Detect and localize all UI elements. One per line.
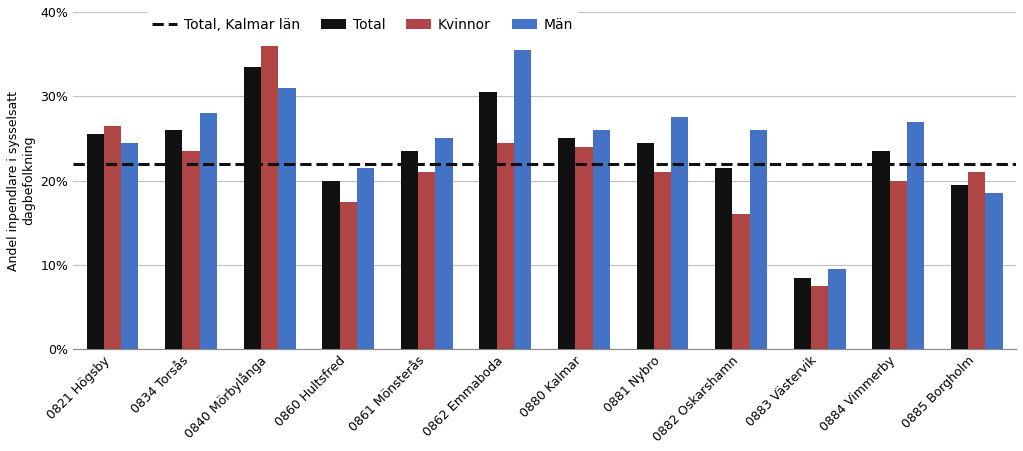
Bar bbox=[829, 269, 846, 349]
Y-axis label: Andel inpendlare i sysselsatt
dagbefolkning: Andel inpendlare i sysselsatt dagbefolkn… bbox=[7, 91, 35, 271]
Bar bbox=[199, 113, 217, 349]
Bar bbox=[558, 138, 575, 349]
Bar bbox=[636, 143, 654, 349]
Total, Kalmar län bbox=[106, 161, 119, 166]
Bar bbox=[104, 126, 121, 349]
Bar bbox=[715, 168, 732, 349]
Bar bbox=[985, 193, 1003, 349]
Bar bbox=[278, 88, 296, 349]
Bar bbox=[732, 214, 750, 349]
Legend: Total, Kalmar län, Total, Kvinnor, Män: Total, Kalmar län, Total, Kvinnor, Män bbox=[146, 12, 579, 37]
Bar bbox=[121, 143, 138, 349]
Bar bbox=[322, 180, 340, 349]
Bar bbox=[968, 172, 985, 349]
Bar bbox=[401, 151, 418, 349]
Bar bbox=[182, 151, 199, 349]
Bar bbox=[794, 277, 811, 349]
Bar bbox=[873, 151, 890, 349]
Bar bbox=[480, 92, 497, 349]
Bar bbox=[671, 117, 688, 349]
Bar bbox=[890, 180, 906, 349]
Bar bbox=[243, 67, 261, 349]
Bar bbox=[87, 134, 104, 349]
Bar bbox=[357, 168, 374, 349]
Bar bbox=[261, 46, 278, 349]
Total, Kalmar län bbox=[185, 161, 197, 166]
Bar bbox=[575, 147, 592, 349]
Bar bbox=[750, 130, 767, 349]
Bar bbox=[436, 138, 453, 349]
Bar bbox=[906, 122, 924, 349]
Bar bbox=[950, 185, 968, 349]
Bar bbox=[165, 130, 182, 349]
Bar bbox=[418, 172, 436, 349]
Bar bbox=[811, 286, 829, 349]
Bar bbox=[514, 50, 531, 349]
Bar bbox=[497, 143, 514, 349]
Bar bbox=[340, 202, 357, 349]
Bar bbox=[654, 172, 671, 349]
Bar bbox=[592, 130, 610, 349]
